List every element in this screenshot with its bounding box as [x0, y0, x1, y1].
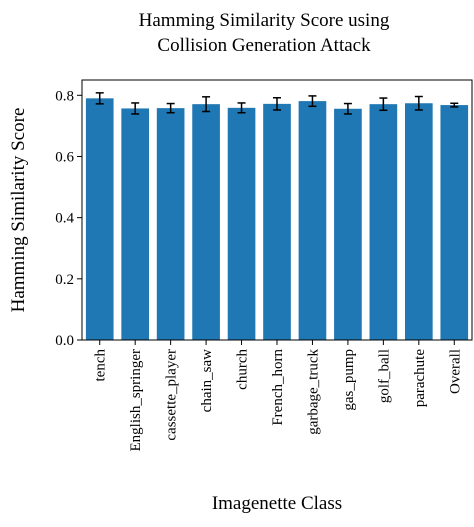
x-tick-label: church — [235, 349, 251, 390]
x-tick-label: English_springer — [128, 349, 144, 452]
y-tick-label: 0.8 — [55, 88, 74, 104]
x-tick-label: Overall — [447, 349, 463, 394]
chart-title-line-1: Hamming Similarity Score using — [139, 10, 390, 31]
bar-church — [227, 107, 256, 340]
y-tick-label: 0.0 — [55, 333, 74, 349]
y-axis-label: Hamming Similarity Score — [8, 108, 29, 313]
y-tick-label: 0.6 — [55, 149, 74, 165]
axes-frame — [81, 79, 473, 341]
x-tick-label: cassette_player — [164, 349, 180, 441]
bar-golf-ball — [369, 104, 398, 340]
x-tick-label: gas_pump — [341, 349, 357, 411]
x-tick-label: golf_ball — [376, 349, 392, 403]
bar-cassette-player — [156, 108, 185, 340]
x-tick-label: garbage_truck — [305, 349, 321, 435]
bar-overall — [440, 105, 469, 340]
x-axis-label: Imagenette Class — [212, 493, 342, 514]
bar-chain-saw — [192, 104, 220, 340]
bar-english-springer — [121, 108, 150, 341]
x-tick-label: French_horn — [270, 349, 286, 426]
y-tick-label: 0.4 — [55, 211, 74, 227]
bar-gas-pump — [334, 108, 362, 341]
x-tick-label: tench — [93, 349, 109, 382]
bar-parachute — [404, 103, 433, 340]
x-tick-label: chain_saw — [199, 349, 215, 412]
bar-french-horn — [263, 103, 291, 340]
chart-title-line-2: Collision Generation Attack — [157, 35, 371, 56]
y-tick-label: 0.2 — [55, 272, 74, 288]
plot-area: 0.0 0.2 0.4 0.6 0.8 tench English_springer cass… — [55, 88, 469, 452]
bar-tench — [85, 98, 114, 341]
x-tick-label: parachute — [412, 349, 428, 408]
bar-garbage-truck — [298, 101, 327, 340]
